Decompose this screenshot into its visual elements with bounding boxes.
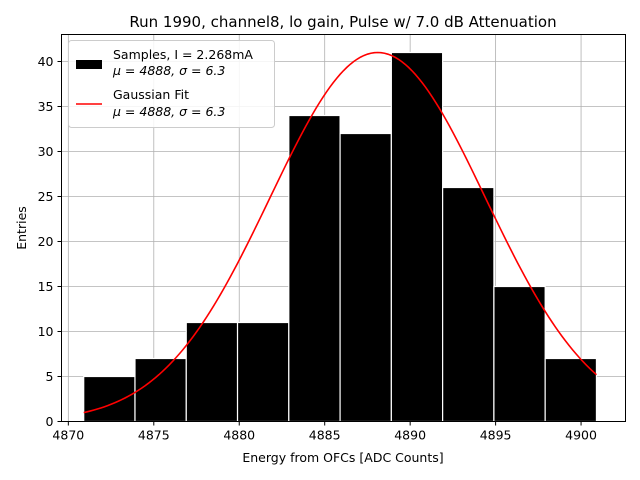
y-tick-label: 10 <box>38 324 54 339</box>
x-tick-label: 4875 <box>138 428 170 443</box>
y-tick-label: 25 <box>38 189 54 204</box>
histogram-bar <box>83 375 136 423</box>
x-tick-label: 4890 <box>394 428 426 443</box>
legend-fit-label: Gaussian Fit <box>113 87 189 102</box>
legend-box <box>68 40 275 128</box>
histogram-bar <box>339 132 392 423</box>
y-tick-label: 35 <box>38 99 54 114</box>
x-axis: 4870 4875 4880 4885 4890 4895 4900 <box>52 421 597 443</box>
legend-histogram-stats: μ = 4888, σ = 6.3 <box>112 63 225 78</box>
y-tick-label: 30 <box>38 144 54 159</box>
legend-histogram-label: Samples, I = 2.268mA <box>113 47 253 62</box>
histogram-bar <box>134 357 187 423</box>
y-tick-label: 40 <box>38 54 54 69</box>
histogram-bars <box>83 51 598 423</box>
y-tick-label: 5 <box>46 369 54 384</box>
x-tick-label: 4880 <box>223 428 255 443</box>
histogram-bar <box>236 321 290 423</box>
x-tick-label: 4870 <box>52 428 84 443</box>
x-tick-label: 4895 <box>480 428 512 443</box>
x-tick-label: 4900 <box>565 428 597 443</box>
gaussian-fit-curve <box>83 51 597 414</box>
histogram-bar <box>288 114 341 423</box>
histogram-bar <box>390 51 444 423</box>
histogram-bar <box>544 357 598 423</box>
chart-title: Run 1990, channel8, lo gain, Pulse w/ 7.… <box>129 13 556 31</box>
y-tick-label: 0 <box>46 414 54 429</box>
plot-frame <box>61 34 626 422</box>
legend: Samples, I = 2.268mA μ = 4888, σ = 6.3 G… <box>68 40 275 128</box>
legend-histogram-swatch <box>76 60 102 69</box>
x-axis-label: Energy from OFCs [ADC Counts] <box>242 450 443 465</box>
histogram-bar <box>442 186 495 423</box>
x-tick-label: 4885 <box>309 428 341 443</box>
y-axis: 0 5 10 15 20 25 30 35 40 <box>38 54 62 429</box>
y-tick-label: 15 <box>38 279 54 294</box>
legend-fit-stats: μ = 4888, σ = 6.3 <box>112 104 225 119</box>
y-axis-label: Entries <box>14 206 29 250</box>
histogram-bar <box>185 321 239 423</box>
histogram-bar <box>493 285 546 423</box>
y-tick-label: 20 <box>38 234 54 249</box>
